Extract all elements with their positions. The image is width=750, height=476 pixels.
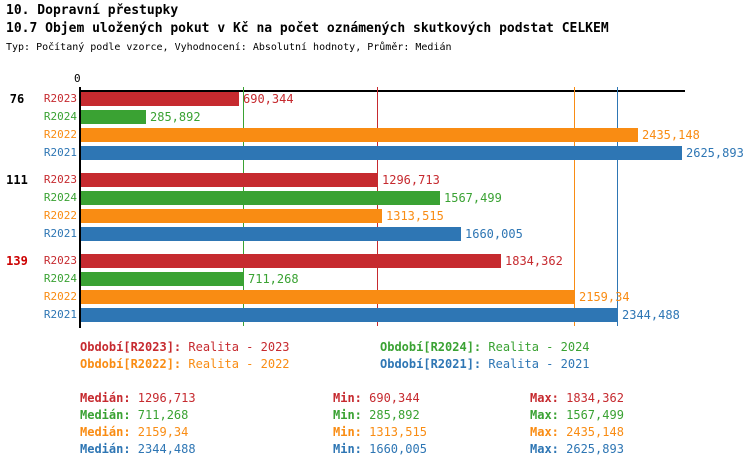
stat-min-label: Min: xyxy=(333,408,370,422)
series-row-label: R2021 xyxy=(43,308,77,321)
legend-series-text: Realita - 2021 xyxy=(481,357,590,371)
bar xyxy=(81,308,618,322)
stat-min-label: Min: xyxy=(333,442,370,456)
bar-value-label: 2435,148 xyxy=(642,128,700,142)
bar-value-label: 1313,515 xyxy=(386,209,444,223)
stat-median-value: 2159,34 xyxy=(137,425,189,439)
stat-median: Medián: 711,268 xyxy=(80,409,188,422)
series-row-label: R2024 xyxy=(43,110,77,123)
legend-series-text: Realita - 2023 xyxy=(181,340,290,354)
stat-max: Max: 2625,893 xyxy=(530,443,624,456)
series-row-label: R2023 xyxy=(43,254,77,267)
stat-min: Min: 285,892 xyxy=(333,409,420,422)
stat-median-label: Medián: xyxy=(80,408,138,422)
series-row-label: R2023 xyxy=(43,173,77,186)
stat-median-value: 2344,488 xyxy=(137,442,196,456)
x-axis-line xyxy=(79,90,685,92)
stat-max-label: Max: xyxy=(530,391,567,405)
bar-value-label: 1660,005 xyxy=(465,227,523,241)
legend-series-label: Období[R2021]: xyxy=(380,357,482,371)
series-row-label: R2021 xyxy=(43,146,77,159)
legend-series-label: Období[R2024]: xyxy=(380,340,482,354)
legend-series-label: Období[R2023]: xyxy=(80,340,182,354)
legend-series-label: Období[R2022]: xyxy=(80,357,182,371)
median-gridline-R2023 xyxy=(377,87,378,326)
stat-median-value: 711,268 xyxy=(137,408,189,422)
bar-chart: 0 76 R2023 690,344 R2024 285,892 R2022 2435,14… xyxy=(6,72,744,328)
legend-item-R2022: Období[R2022]: Realita - 2022 xyxy=(80,358,290,371)
legend-item-R2024: Období[R2024]: Realita - 2024 xyxy=(380,341,590,354)
series-row-label: R2023 xyxy=(43,92,77,105)
stat-min-label: Min: xyxy=(333,425,370,439)
stat-median-label: Medián: xyxy=(80,391,138,405)
bar-value-label: 2625,893 xyxy=(686,146,744,160)
legend-series-text: Realita - 2024 xyxy=(481,340,590,354)
stat-max-label: Max: xyxy=(530,408,567,422)
stat-min-value: 1313,515 xyxy=(369,425,427,439)
legend-item-R2021: Období[R2021]: Realita - 2021 xyxy=(380,358,590,371)
stat-min-value: 285,892 xyxy=(369,408,420,422)
report-section-title: 10. Dopravní přestupky xyxy=(6,3,179,18)
bar-value-label: 1296,713 xyxy=(382,173,440,187)
y-axis-line xyxy=(79,87,81,328)
stat-max: Max: 1834,362 xyxy=(530,392,624,405)
series-row-label: R2022 xyxy=(43,290,77,303)
bar xyxy=(81,173,378,187)
bar-value-label: 711,268 xyxy=(248,272,299,286)
bar-value-label: 2344,488 xyxy=(622,308,680,322)
bar-value-label: 690,344 xyxy=(243,92,294,106)
bar-value-label: 1834,362 xyxy=(505,254,563,268)
bar xyxy=(81,272,244,286)
stat-min-label: Min: xyxy=(333,391,370,405)
chart-subtitle: Typ: Počítaný podle vzorce, Vyhodnocení:… xyxy=(6,42,452,53)
stat-median: Medián: 2344,488 xyxy=(80,443,196,456)
bar-value-label: 2159,34 xyxy=(579,290,630,304)
group-label: 76 xyxy=(9,92,25,106)
median-gridline-R2024 xyxy=(243,87,244,326)
stat-median-label: Medián: xyxy=(80,425,138,439)
bar xyxy=(81,227,461,241)
stat-max-value: 2435,148 xyxy=(566,425,624,439)
stat-min: Min: 690,344 xyxy=(333,392,420,405)
stat-min-value: 690,344 xyxy=(369,391,420,405)
stat-min: Min: 1660,005 xyxy=(333,443,427,456)
group-label: 139 xyxy=(6,254,28,268)
group-label: 111 xyxy=(6,173,28,187)
bar-value-label: 285,892 xyxy=(150,110,201,124)
stat-max-label: Max: xyxy=(530,425,567,439)
stat-median: Medián: 2159,34 xyxy=(80,426,188,439)
stat-max: Max: 1567,499 xyxy=(530,409,624,422)
stat-min-value: 1660,005 xyxy=(369,442,427,456)
stat-median-label: Medián: xyxy=(80,442,138,456)
stat-max-value: 2625,893 xyxy=(566,442,624,456)
series-row-label: R2022 xyxy=(43,209,77,222)
series-row-label: R2022 xyxy=(43,128,77,141)
chart-title: 10.7 Objem uložených pokut v Kč na počet… xyxy=(6,21,609,36)
bar xyxy=(81,209,382,223)
bar xyxy=(81,191,440,205)
series-row-label: R2024 xyxy=(43,191,77,204)
stat-max-label: Max: xyxy=(530,442,567,456)
legend-item-R2023: Období[R2023]: Realita - 2023 xyxy=(80,341,290,354)
bar xyxy=(81,128,638,142)
bar xyxy=(81,92,239,106)
bar xyxy=(81,110,146,124)
stat-max: Max: 2435,148 xyxy=(530,426,624,439)
bar xyxy=(81,146,682,160)
median-gridline-R2021 xyxy=(617,87,618,326)
median-gridline-R2022 xyxy=(574,87,575,326)
stat-max-value: 1834,362 xyxy=(566,391,624,405)
stat-max-value: 1567,499 xyxy=(566,408,624,422)
legend-series-text: Realita - 2022 xyxy=(181,357,290,371)
axis-zero-tick-label: 0 xyxy=(74,72,81,85)
series-row-label: R2024 xyxy=(43,272,77,285)
bar xyxy=(81,254,501,268)
stat-median-value: 1296,713 xyxy=(137,391,196,405)
stat-median: Medián: 1296,713 xyxy=(80,392,196,405)
bar xyxy=(81,290,575,304)
bar-value-label: 1567,499 xyxy=(444,191,502,205)
stat-min: Min: 1313,515 xyxy=(333,426,427,439)
series-row-label: R2021 xyxy=(43,227,77,240)
